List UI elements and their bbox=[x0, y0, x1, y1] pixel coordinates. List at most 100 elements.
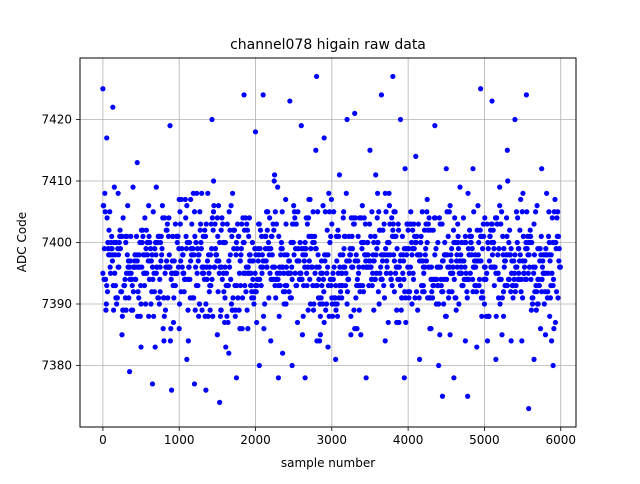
data-point bbox=[231, 227, 238, 233]
data-point bbox=[211, 203, 217, 209]
data-point bbox=[222, 295, 228, 301]
data-point bbox=[375, 190, 381, 196]
data-point bbox=[187, 276, 193, 282]
data-point bbox=[369, 209, 375, 215]
data-point bbox=[149, 252, 155, 258]
data-point bbox=[333, 307, 339, 313]
data-point bbox=[289, 264, 295, 270]
data-point bbox=[101, 203, 107, 209]
data-point bbox=[276, 233, 282, 239]
data-point bbox=[320, 301, 326, 307]
data-point bbox=[126, 295, 132, 301]
data-point bbox=[485, 239, 491, 246]
data-point bbox=[323, 307, 329, 313]
data-point bbox=[371, 258, 377, 264]
data-point bbox=[112, 270, 118, 276]
data-point bbox=[356, 307, 362, 313]
data-point bbox=[282, 289, 288, 295]
data-point bbox=[552, 319, 558, 326]
data-point bbox=[534, 203, 540, 209]
data-point bbox=[284, 252, 290, 258]
data-point bbox=[510, 295, 516, 301]
data-point bbox=[317, 338, 323, 344]
data-point bbox=[164, 221, 170, 227]
data-point bbox=[390, 221, 396, 227]
data-point bbox=[267, 215, 273, 221]
data-point bbox=[275, 276, 281, 282]
data-point bbox=[313, 147, 319, 153]
data-point bbox=[365, 239, 371, 246]
data-point bbox=[523, 276, 530, 282]
data-point bbox=[439, 393, 446, 399]
data-point bbox=[133, 276, 139, 282]
data-point bbox=[178, 258, 184, 264]
data-point bbox=[241, 239, 247, 246]
data-point bbox=[355, 270, 362, 276]
data-point bbox=[279, 209, 285, 215]
y-tick-label: 7380 bbox=[41, 359, 72, 373]
data-point bbox=[471, 209, 477, 215]
data-point bbox=[408, 239, 415, 246]
data-point bbox=[528, 276, 534, 282]
data-point bbox=[498, 276, 504, 282]
data-point bbox=[511, 276, 517, 282]
data-point bbox=[191, 381, 198, 387]
data-point bbox=[305, 215, 312, 221]
data-point bbox=[305, 307, 311, 313]
data-point bbox=[493, 356, 499, 362]
data-point bbox=[480, 221, 486, 227]
data-point bbox=[544, 190, 550, 196]
data-point bbox=[205, 313, 211, 319]
data-point bbox=[511, 270, 518, 276]
data-point bbox=[119, 332, 125, 338]
data-point bbox=[519, 338, 525, 344]
data-point bbox=[341, 209, 347, 215]
data-point bbox=[182, 196, 188, 203]
data-point bbox=[405, 227, 411, 233]
data-point bbox=[288, 295, 294, 301]
data-point bbox=[447, 332, 453, 338]
data-point bbox=[183, 215, 189, 221]
data-point bbox=[495, 270, 501, 276]
data-point bbox=[197, 227, 203, 233]
data-point bbox=[318, 295, 324, 301]
data-point bbox=[220, 221, 226, 227]
data-point bbox=[234, 221, 241, 227]
x-tick-label: 0 bbox=[99, 433, 107, 447]
data-point bbox=[103, 301, 109, 307]
data-point bbox=[273, 221, 280, 227]
data-point bbox=[487, 233, 493, 239]
data-point bbox=[283, 196, 289, 203]
data-point bbox=[172, 282, 178, 289]
data-point bbox=[174, 239, 180, 246]
data-point bbox=[499, 295, 505, 301]
data-point bbox=[508, 289, 514, 295]
data-point bbox=[204, 276, 210, 282]
data-point bbox=[287, 98, 293, 104]
data-point bbox=[525, 270, 531, 276]
y-tick-label: 7400 bbox=[41, 236, 72, 250]
data-point bbox=[519, 295, 526, 301]
data-point bbox=[144, 252, 151, 258]
data-point bbox=[516, 246, 522, 252]
data-point bbox=[451, 375, 457, 381]
data-point bbox=[494, 215, 500, 221]
data-point bbox=[130, 184, 136, 190]
data-point bbox=[513, 282, 519, 289]
data-point bbox=[158, 233, 164, 239]
data-point bbox=[172, 221, 178, 227]
data-point bbox=[316, 264, 322, 270]
data-point bbox=[177, 209, 183, 215]
data-point bbox=[540, 258, 546, 264]
data-point bbox=[390, 227, 396, 233]
data-point bbox=[127, 369, 133, 375]
data-point bbox=[320, 203, 326, 209]
data-point bbox=[188, 196, 194, 203]
data-point bbox=[531, 252, 538, 258]
data-point bbox=[409, 301, 415, 307]
data-point bbox=[100, 86, 106, 92]
data-point bbox=[512, 289, 518, 295]
data-point bbox=[212, 221, 218, 227]
data-point bbox=[478, 86, 484, 92]
